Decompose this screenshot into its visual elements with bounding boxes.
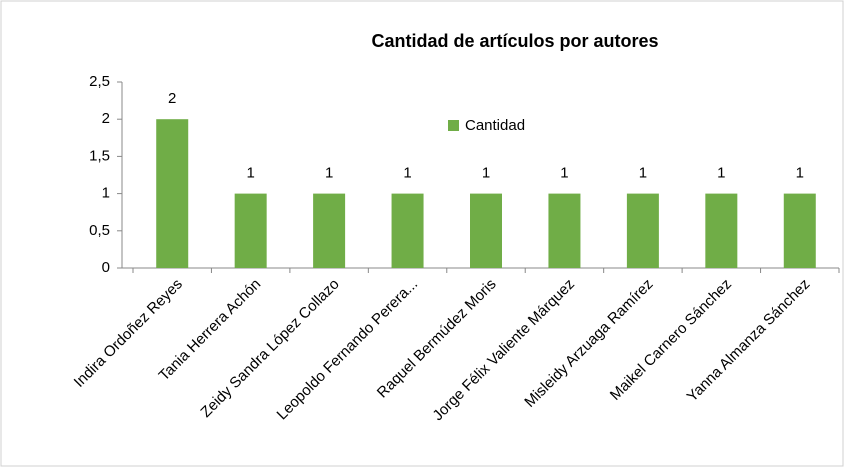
y-tick-label: 2,5: [89, 73, 110, 90]
y-tick-label: 2: [102, 110, 110, 127]
legend-label: Cantidad: [465, 117, 525, 134]
y-tick-label: 1,5: [89, 147, 110, 164]
data-label: 1: [403, 165, 411, 182]
bar: [783, 193, 816, 268]
bar: [313, 193, 346, 268]
legend-swatch: [448, 120, 459, 131]
data-label: 1: [717, 165, 725, 182]
y-tick-label: 0: [102, 259, 110, 276]
bar: [156, 119, 189, 268]
y-tick-label: 0,5: [89, 222, 110, 239]
data-label: 1: [482, 165, 490, 182]
data-label: 1: [325, 165, 333, 182]
data-label: 1: [639, 165, 647, 182]
bar: [548, 193, 581, 268]
bar: [626, 193, 659, 268]
bar: [705, 193, 738, 268]
bar: [234, 193, 267, 268]
data-label: 1: [560, 165, 568, 182]
bar: [391, 193, 424, 268]
data-label: 1: [246, 165, 254, 182]
chart-title: Cantidad de artículos por autores: [371, 31, 658, 51]
bar: [470, 193, 502, 268]
y-tick-label: 1: [102, 185, 110, 202]
data-label: 1: [796, 165, 804, 182]
data-label: 2: [168, 90, 176, 107]
